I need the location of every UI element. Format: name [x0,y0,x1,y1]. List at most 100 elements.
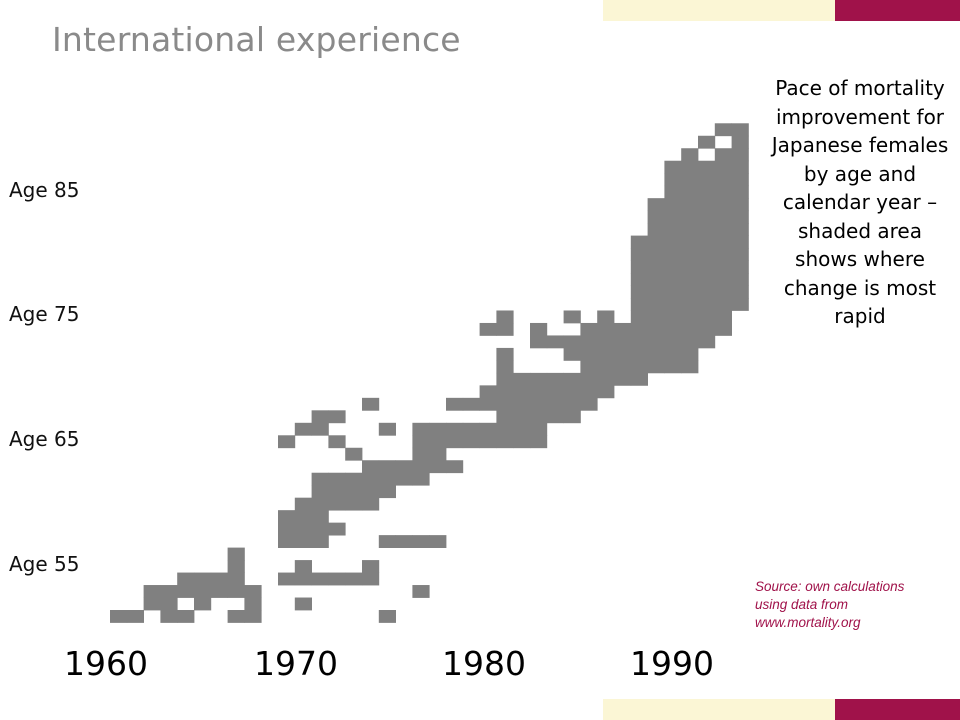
heatmap-cell-1972-age-53 [345,572,363,586]
heatmap-cell-1991-age-81 [664,223,682,236]
heatmap-cell-1994-age-74 [714,310,732,324]
heatmap-cell-1977-age-64 [429,435,447,449]
heatmap-cell-1981-age-68 [496,385,514,399]
heatmap-cell-1994-age-83 [714,198,732,212]
heatmap-cell-1986-age-68 [580,385,598,399]
heatmap-cell-1987-age-69 [597,372,615,386]
heatmap-cell-1993-age-78 [698,260,716,274]
heatmap-cell-1992-age-86 [681,160,699,174]
heatmap-cell-1994-age-80 [714,235,732,249]
heatmap-cell-1985-age-66 [563,410,581,424]
heatmap-cell-1980-age-67 [479,397,497,411]
heatmap-cell-1990-age-75 [647,298,665,311]
heatmap-cell-1971-age-59 [328,497,346,511]
heatmap-cell-1994-age-86 [714,160,732,174]
heatmap-cell-1970-age-59 [311,497,329,511]
heatmap-cell-1989-age-80 [630,235,648,249]
bottom-cream-band [603,699,835,720]
heatmap-cell-1985-age-74 [563,310,581,324]
heatmap-cell-1993-age-73 [698,322,716,336]
heatmap-cell-1965-age-53 [227,572,245,586]
heatmap-cell-1993-age-75 [698,298,716,311]
heatmap-cell-1989-age-77 [630,273,648,286]
heatmap-cell-1993-age-83 [698,198,716,212]
heatmap-cell-1989-age-76 [630,285,648,299]
heatmap-cell-1995-age-78 [731,260,749,274]
heatmap-cell-1993-age-76 [698,285,716,299]
y-tick-label-age-55: Age 55 [9,552,80,576]
heatmap-cell-1960-age-52 [143,585,161,598]
heatmap-cell-1993-age-77 [698,273,716,286]
heatmap-cell-1981-age-73 [496,322,514,336]
heatmap-cell-1976-age-61 [412,472,430,486]
heatmap-cell-1977-age-56 [429,535,447,548]
heatmap-cell-1991-age-73 [664,322,682,336]
x-tick-label-1980: 1980 [442,644,526,683]
heatmap-cell-1969-age-65 [294,422,312,436]
heatmap-cell-1990-age-83 [647,198,665,212]
heatmap-cell-1989-age-69 [630,372,648,386]
heatmap-cell-1993-age-82 [698,210,716,224]
heatmap-cell-1993-age-72 [698,335,716,349]
heatmap-cell-1977-age-65 [429,422,447,436]
heatmap-cell-1985-age-69 [563,372,581,386]
heatmap-cell-1990-age-76 [647,285,665,299]
heatmap-cell-1991-age-75 [664,298,682,311]
heatmap-cell-1989-age-72 [630,335,648,349]
heatmap-cell-1984-age-68 [546,385,564,399]
heatmap-cell-1990-age-77 [647,273,665,286]
heatmap-cell-1981-age-66 [496,410,514,424]
heatmap-cell-1983-age-68 [530,385,548,399]
heatmap-cell-1970-age-53 [311,572,329,586]
heatmap-cell-1968-age-57 [278,522,296,536]
heatmap-cell-1995-age-80 [731,235,749,249]
heatmap-cell-1969-age-56 [294,535,312,548]
heatmap-cell-1980-age-64 [479,435,497,449]
heatmap-cell-1982-age-68 [513,385,531,399]
heatmap-cell-1980-age-73 [479,322,497,336]
heatmap-cell-1994-age-78 [714,260,732,274]
heatmap-cell-1969-age-54 [294,560,312,573]
heatmap-cell-1980-age-68 [479,385,497,399]
heatmap-cell-1993-age-88 [698,135,716,149]
heatmap-cell-1995-age-77 [731,273,749,286]
y-tick-label-age-85: Age 85 [9,178,80,202]
heatmap-cell-1993-age-84 [698,185,716,199]
heatmap-cell-1995-age-85 [731,173,749,187]
heatmap-cell-1992-age-79 [681,248,699,261]
heatmap-cell-1993-age-74 [698,310,716,324]
heatmap-cell-1994-age-76 [714,285,732,299]
heatmap-cell-1978-age-64 [446,435,464,449]
heatmap-cell-1990-age-81 [647,223,665,236]
heatmap-cell-1995-age-89 [731,123,749,137]
heatmap-cell-1990-age-73 [647,322,665,336]
heatmap-cell-1982-age-67 [513,397,531,411]
heatmap-cell-1994-age-75 [714,298,732,311]
heatmap-cell-1990-age-70 [647,360,665,374]
heatmap-cell-1993-age-85 [698,173,716,187]
heatmap-cell-1989-age-75 [630,298,648,311]
x-tick-label-1970: 1970 [254,644,338,683]
heatmap-cell-1992-age-81 [681,223,699,236]
heatmap-cell-1986-age-70 [580,360,598,374]
heatmap-cell-1989-age-79 [630,248,648,261]
heatmap-cell-1985-age-72 [563,335,581,349]
heatmap-cell-1994-age-82 [714,210,732,224]
heatmap-cell-1992-age-84 [681,185,699,199]
top-maroon-band [835,0,960,21]
heatmap-cell-1979-age-65 [462,422,480,436]
heatmap-cell-1992-age-72 [681,335,699,349]
heatmap-cell-1975-age-61 [395,472,413,486]
heatmap-cell-1977-age-62 [429,460,447,474]
heatmap-cell-1988-age-72 [614,335,632,349]
chart-caption: Pace of mortality improvement for Japane… [771,76,949,328]
heatmap-cell-1974-age-56 [378,535,396,548]
heatmap-cell-1986-age-69 [580,372,598,386]
heatmap-cell-1981-age-70 [496,360,514,374]
heatmap-cell-1970-age-65 [311,422,329,436]
heatmap-cell-1962-age-53 [177,572,195,586]
heatmap-cell-1981-age-69 [496,372,514,386]
heatmap-cell-1963-age-52 [194,585,212,598]
heatmap-cell-1992-age-78 [681,260,699,274]
